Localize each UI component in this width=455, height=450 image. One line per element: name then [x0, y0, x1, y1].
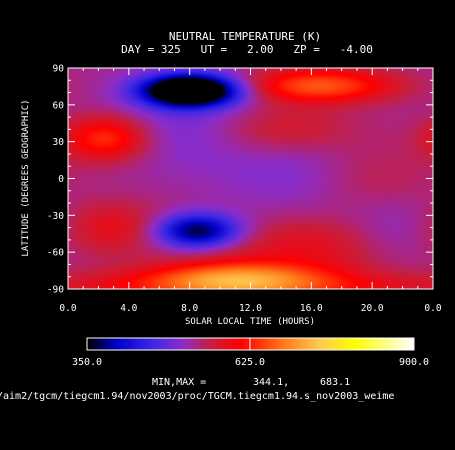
- heatmap-field: [68, 68, 433, 289]
- x-axis-label: SOLAR LOCAL TIME (HOURS): [185, 317, 315, 327]
- x-tick-label: 16.0: [300, 303, 323, 314]
- min-value: 344.1,: [253, 377, 289, 388]
- x-tick-label: 20.0: [361, 303, 384, 314]
- max-value: 683.1: [320, 377, 350, 388]
- y-tick-label: -90: [47, 285, 64, 296]
- y-tick-label: 0: [58, 174, 64, 185]
- y-tick-label: -30: [47, 211, 64, 222]
- source-file-path: /aim2/tgcm/tiegcm1.94/nov2003/proc/TGCM.…: [0, 391, 394, 402]
- y-tick-label: 90: [53, 64, 65, 75]
- y-axis-label: LATITUDE (DEGREES GEOGRAPHIC): [21, 99, 31, 256]
- minmax-label: MIN,MAX =: [152, 377, 206, 388]
- x-tick-label: 0.0: [59, 303, 76, 314]
- plot-area: [67, 67, 434, 290]
- x-tick-label: 4.0: [120, 303, 137, 314]
- y-tick-labels: 90 60 30 0 -30 -60 -90: [47, 64, 64, 296]
- x-tick-label: 8.0: [181, 303, 198, 314]
- colorbar-max-label: 900.0: [399, 357, 429, 368]
- chart-title: NEUTRAL TEMPERATURE (K): [169, 30, 321, 43]
- x-tick-label: 12.0: [239, 303, 262, 314]
- y-tick-label: 30: [53, 137, 65, 148]
- y-tick-label: -60: [47, 248, 64, 259]
- colorbar: [86, 337, 415, 351]
- y-tick-label: 60: [53, 100, 65, 111]
- x-tick-label: 0.0: [424, 303, 441, 314]
- colorbar-mid-label: 625.0: [235, 357, 265, 368]
- tick-marks: [67, 67, 434, 290]
- colorbar-min-label: 350.0: [72, 357, 102, 368]
- x-tick-labels: 0.0 4.0 8.0 12.0 16.0 20.0 0.0: [59, 303, 441, 314]
- chart-subtitle: DAY = 325 UT = 2.00 ZP = -4.00: [121, 43, 373, 56]
